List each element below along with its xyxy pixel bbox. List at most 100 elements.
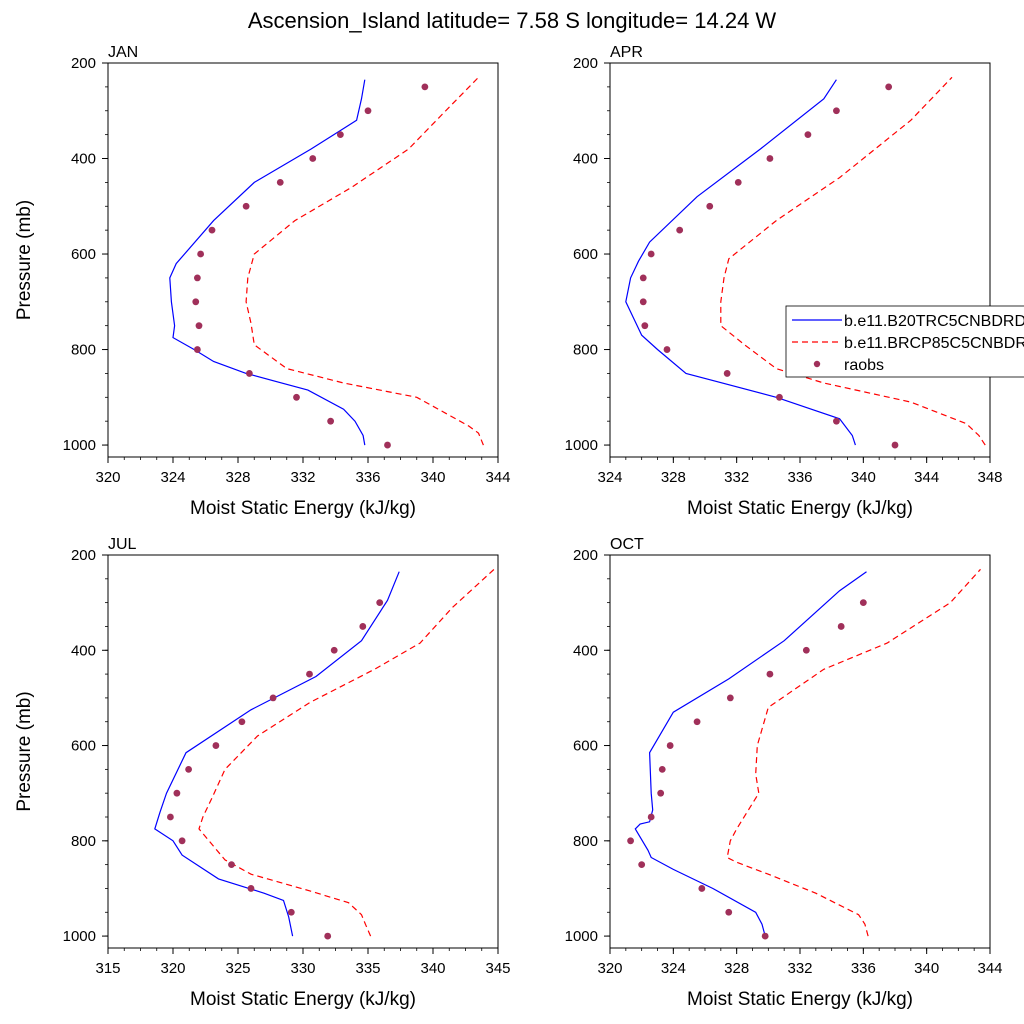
raobs-point bbox=[306, 670, 313, 678]
raobs-point bbox=[287, 908, 295, 916]
plot-frame bbox=[609, 62, 991, 458]
raobs-point bbox=[364, 107, 372, 115]
x-tick-label: 336 bbox=[355, 469, 380, 486]
x-tick-label: 344 bbox=[977, 960, 1002, 977]
raobs-point bbox=[706, 202, 714, 210]
x-tick-label: 344 bbox=[485, 469, 510, 486]
raobs-point bbox=[167, 813, 174, 821]
plot-area bbox=[625, 76, 986, 449]
y-tick-label: 400 bbox=[573, 642, 598, 659]
x-axis-label: Moist Static Energy (kJ/kg) bbox=[687, 989, 913, 1010]
raobs-point bbox=[726, 694, 734, 702]
raobs-point bbox=[421, 83, 429, 91]
series-line-model-rcp bbox=[720, 76, 986, 446]
raobs-point bbox=[891, 441, 899, 449]
y-axis-label: Pressure (mb) bbox=[14, 200, 35, 320]
raobs-point bbox=[638, 861, 646, 869]
raobs-point bbox=[734, 178, 742, 186]
series-line-model-hist bbox=[169, 79, 366, 446]
series-line-model-rcp bbox=[726, 568, 981, 937]
panel-label: OCT bbox=[610, 536, 644, 553]
raobs-point bbox=[676, 226, 684, 234]
raobs-point bbox=[837, 623, 845, 630]
raobs-point bbox=[761, 932, 769, 940]
raobs-point bbox=[658, 765, 666, 773]
x-tick-label: 335 bbox=[355, 960, 380, 977]
raobs-point bbox=[212, 742, 220, 749]
raobs-point bbox=[627, 837, 634, 845]
raobs-point bbox=[238, 718, 246, 726]
plot-area bbox=[627, 568, 981, 940]
x-tick-label: 324 bbox=[661, 960, 686, 977]
series-line-model-hist bbox=[154, 571, 400, 937]
x-tick-label: 340 bbox=[420, 469, 445, 486]
x-tick-label: 328 bbox=[724, 960, 749, 977]
plot-frame bbox=[107, 62, 499, 458]
panels-group: 320 324 328 332 336 340 344 200 400 600 800 1000 JAN… bbox=[14, 44, 1003, 1010]
y-tick-label: 400 bbox=[573, 151, 598, 168]
y-tick-label: 200 bbox=[573, 547, 598, 564]
panel-label: JUL bbox=[108, 536, 137, 553]
y-tick-label: 600 bbox=[573, 738, 598, 755]
y-tick-label: 200 bbox=[71, 55, 96, 72]
raobs-point bbox=[359, 623, 367, 630]
series-line-model-rcp bbox=[198, 568, 495, 937]
panel-jul: 315 320 325 330 335 340 345 200 400 600 800 1000 JUL… bbox=[14, 536, 511, 1010]
panel-label: APR bbox=[610, 44, 643, 61]
raobs-point bbox=[245, 370, 253, 377]
raobs-point bbox=[766, 155, 774, 162]
raobs-point bbox=[195, 322, 203, 330]
x-axis-label: Moist Static Energy (kJ/kg) bbox=[190, 989, 416, 1010]
y-tick-label: 200 bbox=[71, 547, 96, 564]
plot-area bbox=[154, 568, 495, 940]
raobs-point bbox=[247, 885, 255, 892]
panel-oct: 320 324 328 332 336 340 344 200 400 600 800 1000 OCT… bbox=[565, 536, 1003, 1010]
legend-marker-raobs bbox=[813, 360, 821, 368]
y-tick-label: 800 bbox=[573, 833, 598, 850]
x-tick-label: 348 bbox=[977, 469, 1002, 486]
raobs-point bbox=[693, 718, 701, 726]
raobs-point bbox=[228, 861, 235, 869]
x-tick-label: 328 bbox=[661, 469, 686, 486]
raobs-point bbox=[725, 908, 733, 916]
raobs-point bbox=[666, 742, 674, 749]
plot-frame bbox=[609, 554, 991, 949]
x-axis-label: Moist Static Energy (kJ/kg) bbox=[687, 498, 913, 519]
x-axis-label: Moist Static Energy (kJ/kg) bbox=[190, 498, 416, 519]
y-tick-label: 1000 bbox=[565, 928, 598, 945]
x-tick-label: 320 bbox=[160, 960, 185, 977]
raobs-point bbox=[178, 837, 186, 845]
x-tick-label: 324 bbox=[597, 469, 622, 486]
raobs-point bbox=[185, 765, 193, 773]
raobs-point bbox=[639, 298, 647, 306]
x-tick-label: 325 bbox=[225, 960, 250, 977]
raobs-point bbox=[802, 646, 810, 654]
legend-label-model-rcp: b.e11.BRCP85C5CNBDRD bbox=[844, 335, 1024, 352]
figure-title: Ascension_Island latitude= 7.58 S longit… bbox=[248, 8, 777, 33]
legend-label-model-hist: b.e11.B20TRC5CNBDRD bbox=[844, 313, 1024, 330]
legend-label-raobs: raobs bbox=[844, 357, 884, 374]
series-line-model-hist bbox=[634, 571, 867, 937]
raobs-point bbox=[197, 250, 205, 258]
plot-area bbox=[169, 76, 484, 449]
raobs-point bbox=[309, 155, 317, 162]
raobs-point bbox=[242, 202, 250, 210]
raobs-point bbox=[639, 274, 647, 282]
x-tick-label: 315 bbox=[95, 960, 120, 977]
x-tick-label: 320 bbox=[597, 960, 622, 977]
y-tick-label: 400 bbox=[71, 151, 96, 168]
y-tick-label: 800 bbox=[573, 342, 598, 359]
raobs-point bbox=[330, 646, 338, 654]
plot-frame bbox=[107, 554, 499, 949]
x-tick-label: 344 bbox=[914, 469, 939, 486]
y-tick-label: 1000 bbox=[63, 437, 96, 454]
raobs-point bbox=[324, 932, 332, 940]
raobs-point bbox=[698, 885, 706, 892]
raobs-point bbox=[192, 298, 200, 306]
raobs-point bbox=[833, 417, 840, 425]
x-tick-label: 340 bbox=[851, 469, 876, 486]
raobs-point bbox=[193, 274, 201, 282]
raobs-point bbox=[327, 417, 335, 425]
x-tick-label: 332 bbox=[724, 469, 749, 486]
